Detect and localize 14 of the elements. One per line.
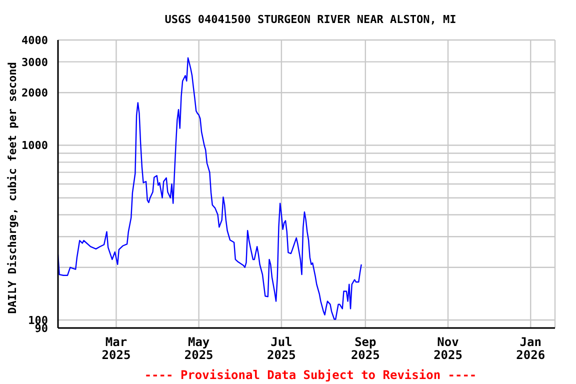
x-tick-label: Mar 2025: [102, 335, 131, 362]
x-tick-label: Jan 2026: [516, 335, 546, 362]
x-tick-label: Jul 2025: [266, 335, 296, 362]
chart-title: USGS 04041500 STURGEON RIVER NEAR ALSTON, MI: [164, 13, 458, 26]
y-tick-label: 3000: [22, 56, 48, 69]
line-series: [58, 57, 362, 320]
x-tick-label: Nov 2025: [434, 335, 462, 362]
text: ---- Provisional Data Subject to Revision ----: [143, 368, 478, 382]
y-tick-label: 2000: [22, 86, 48, 100]
x-tick-label: May 2025: [184, 335, 214, 362]
y-tick-label: 4000: [22, 34, 48, 47]
y-tick-label: 1000: [22, 139, 48, 152]
y-axis-title: DAILY Discharge, cubic feet per second: [6, 62, 19, 314]
x-tick-label: Sep 2025: [350, 335, 380, 362]
